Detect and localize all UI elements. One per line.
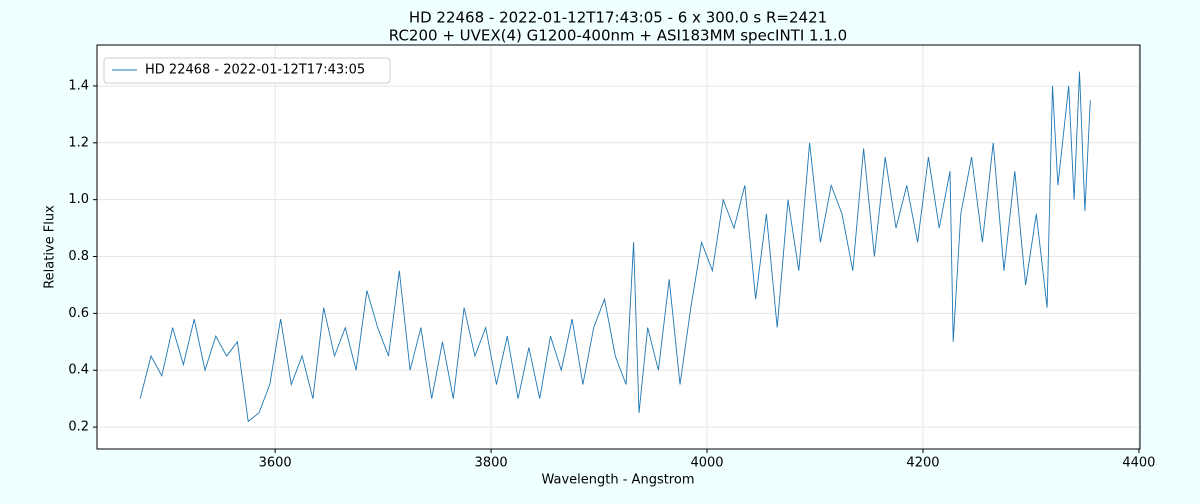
legend-label: HD 22468 - 2022-01-12T17:43:05: [145, 63, 365, 78]
legend-box: [103, 57, 391, 84]
x-tick-label: 3800: [475, 456, 508, 471]
y-tick-label: 1.2: [68, 135, 89, 150]
x-tick-label: 4000: [690, 456, 723, 471]
spectrum-line: [139, 71, 1091, 423]
plot-area: [97, 45, 1140, 449]
y-tick-label: 0.4: [68, 363, 89, 378]
y-tick-label: 0.6: [68, 306, 89, 321]
x-axis-label: Wavelength - Angstrom: [541, 473, 694, 488]
x-tick-label: 4200: [906, 456, 939, 471]
y-tick-label: 0.8: [68, 249, 89, 264]
chart-subtitle: RC200 + UVEX(4) G1200-400nm + ASI183MM s…: [389, 27, 847, 45]
y-tick-label: 1.0: [68, 192, 89, 207]
y-tick-label: 0.2: [68, 420, 89, 435]
plot-frame: [96, 44, 1141, 450]
chart-title: HD 22468 - 2022-01-12T17:43:05 - 6 x 300…: [409, 9, 827, 27]
y-axis-label: Relative Flux: [43, 205, 58, 289]
x-tick-label: 4400: [1122, 456, 1155, 471]
y-tick-label: 1.4: [68, 78, 89, 93]
x-tick-label: 3600: [259, 456, 292, 471]
